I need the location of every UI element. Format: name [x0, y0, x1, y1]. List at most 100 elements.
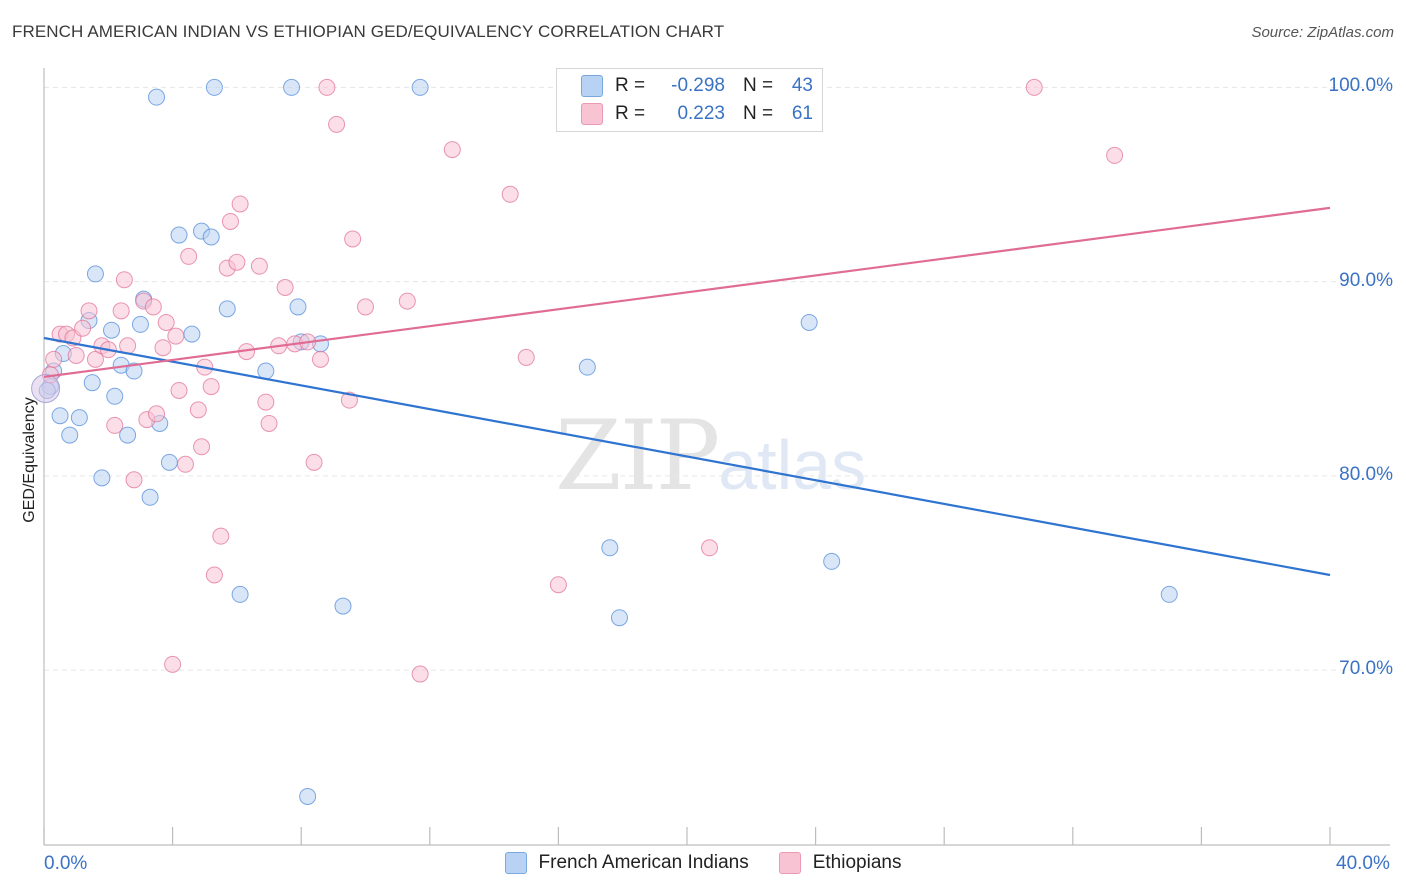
point-ethiopian	[305, 453, 323, 471]
point-french-american-indian	[170, 226, 188, 244]
point-ethiopian	[357, 298, 374, 316]
point-french-american-indian	[51, 407, 69, 425]
point-french-american-indian	[578, 358, 596, 376]
legend-row-french-american-indians: R = -0.298 N = 43	[581, 73, 813, 99]
point-french-american-indian	[218, 300, 236, 318]
watermark: ZIPatlas	[555, 400, 866, 512]
point-ethiopian	[170, 381, 188, 399]
point-ethiopian	[1025, 78, 1043, 96]
point-french-american-indian	[103, 321, 121, 339]
data-points	[31, 78, 1178, 805]
legend-n-label: N =	[743, 75, 774, 96]
point-french-american-indian	[183, 325, 201, 343]
point-ethiopian	[154, 339, 172, 357]
point-ethiopian	[701, 539, 719, 557]
point-french-american-indian	[231, 585, 249, 603]
legend-n-label: N =	[743, 103, 774, 124]
point-ethiopian	[176, 455, 194, 473]
point-french-american-indian	[334, 597, 352, 615]
point-french-american-indian	[86, 265, 104, 283]
point-ethiopian	[164, 655, 182, 673]
x-tick-label-max: 40.0%	[1336, 853, 1390, 874]
point-ethiopian	[167, 327, 185, 345]
series-legend-french-american-indians: French American Indians	[504, 852, 749, 874]
point-ethiopian	[250, 257, 268, 275]
point-ethiopian	[398, 292, 416, 310]
point-french-american-indian	[119, 426, 137, 444]
point-ethiopian	[1106, 146, 1124, 164]
point-ethiopian	[144, 298, 162, 316]
correlation-legend: R = -0.298 N = 43 R = 0.223 N = 61	[556, 68, 823, 132]
point-ethiopian	[106, 416, 124, 434]
chart-title: FRENCH AMERICAN INDIAN VS ETHIOPIAN GED/…	[12, 22, 725, 41]
legend-swatch-pink	[581, 103, 603, 125]
point-ethiopian	[517, 348, 535, 366]
series-label: Ethiopians	[812, 852, 902, 873]
point-ethiopian	[501, 185, 519, 203]
point-ethiopian	[157, 313, 175, 331]
series-label: French American Indians	[538, 852, 749, 873]
x-tick-label-min: 0.0%	[44, 853, 88, 874]
point-french-american-indian	[141, 488, 159, 506]
series-legend: French American Indians Ethiopians	[0, 852, 1406, 874]
legend-r-label: R =	[615, 103, 646, 124]
point-ethiopian	[67, 346, 85, 364]
point-ethiopian	[45, 350, 63, 368]
series-swatch-blue	[504, 852, 527, 874]
point-french-american-indian	[601, 539, 619, 557]
point-french-american-indian	[83, 374, 101, 392]
point-ethiopian	[125, 471, 143, 489]
legend-swatch-blue	[581, 75, 603, 97]
point-ethiopian	[318, 78, 336, 96]
point-ethiopian	[74, 319, 92, 337]
point-ethiopian	[221, 212, 239, 230]
trend-line-ethiopians	[43, 206, 1331, 378]
point-ethiopian	[549, 576, 567, 594]
point-french-american-indian	[411, 78, 429, 96]
legend-n-value: 43	[791, 75, 813, 96]
point-french-american-indian	[283, 78, 301, 96]
point-ethiopian	[260, 414, 278, 432]
trend-line-french-american-indians	[43, 336, 1331, 577]
point-french-american-indian	[289, 298, 307, 316]
point-french-american-indian	[610, 609, 628, 627]
point-ethiopian	[328, 115, 346, 133]
y-tick-label: 80.0%	[1339, 463, 1393, 485]
axes	[43, 68, 1390, 846]
point-french-american-indian	[257, 362, 275, 380]
point-french-american-indian	[1160, 585, 1178, 603]
point-french-american-indian	[160, 453, 178, 471]
point-french-american-indian	[202, 228, 220, 246]
point-ethiopian	[86, 350, 104, 368]
point-ethiopian	[411, 665, 429, 683]
point-ethiopian	[80, 302, 98, 320]
point-overlap-cluster	[31, 374, 61, 404]
y-tick-label: 100.0%	[1328, 75, 1393, 97]
point-ethiopian	[193, 438, 211, 456]
point-ethiopian	[180, 247, 198, 265]
y-tick-label: 70.0%	[1339, 658, 1393, 680]
point-french-american-indian	[125, 362, 143, 380]
point-french-american-indian	[106, 387, 124, 405]
point-french-american-indian	[61, 426, 79, 444]
point-ethiopian	[205, 566, 223, 584]
series-swatch-pink	[778, 852, 801, 874]
watermark-atlas: atlas	[718, 426, 867, 504]
point-ethiopian	[311, 350, 329, 368]
point-ethiopian	[148, 405, 166, 423]
watermark-zip: ZIP	[555, 400, 720, 512]
source-label: Source: ZipAtlas.com	[1251, 24, 1394, 41]
legend-r-value: -0.298	[671, 75, 725, 96]
legend-r-value: 0.223	[677, 103, 725, 124]
grid-lines	[44, 86, 1390, 671]
point-french-american-indian	[800, 313, 818, 331]
point-ethiopian	[257, 393, 275, 411]
point-ethiopian	[228, 253, 246, 271]
point-ethiopian	[212, 527, 230, 545]
point-ethiopian	[340, 391, 358, 409]
point-french-american-indian	[131, 315, 149, 333]
legend-row-ethiopians: R = 0.223 N = 61	[581, 101, 813, 127]
point-ethiopian	[189, 401, 207, 419]
point-french-american-indian	[823, 552, 841, 570]
